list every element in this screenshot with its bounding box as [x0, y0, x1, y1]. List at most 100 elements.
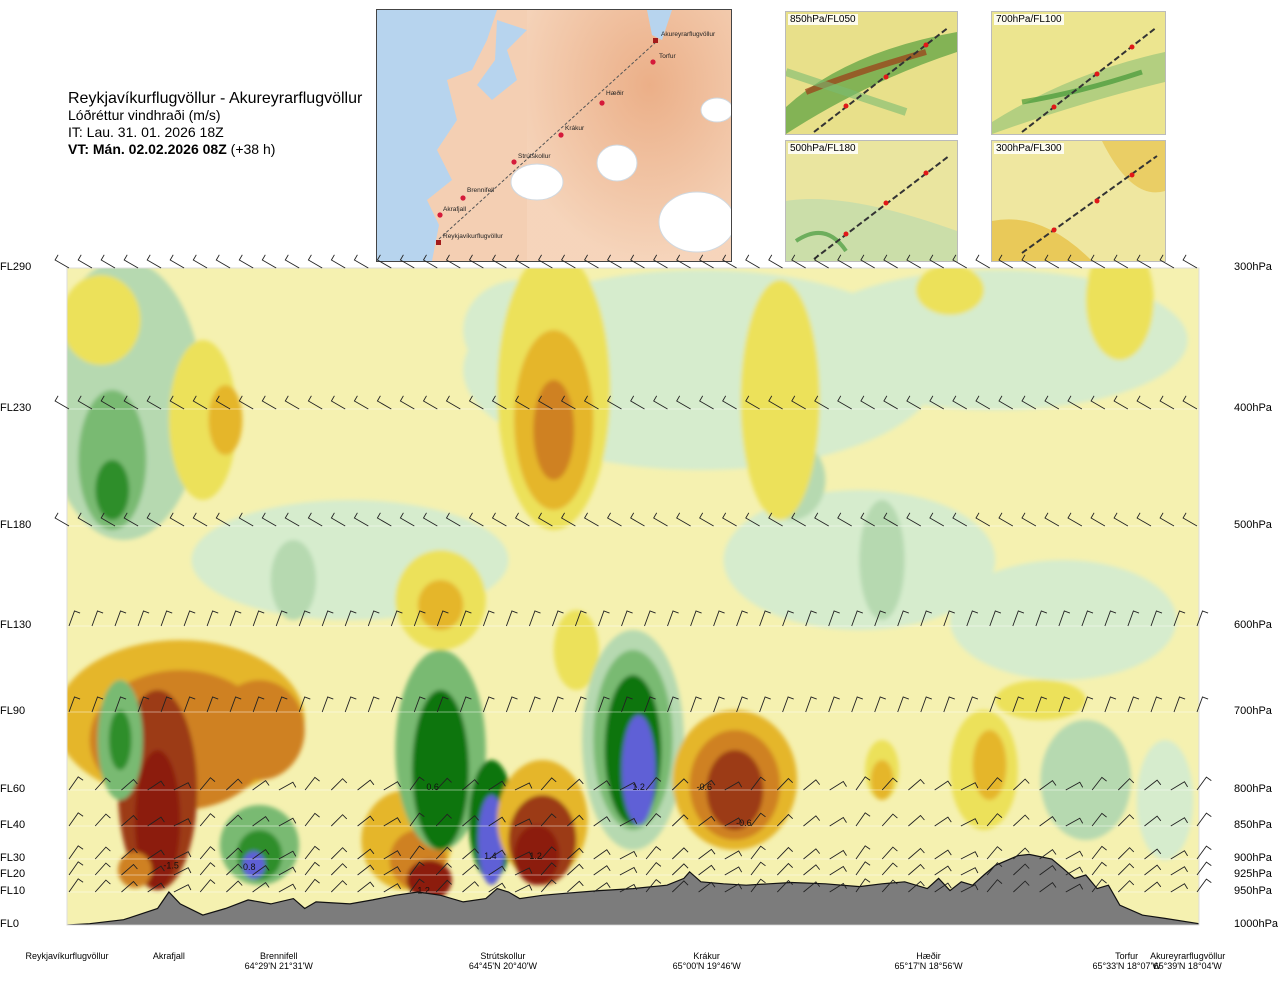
wind-barb: [1173, 610, 1186, 627]
wind-barb: [537, 395, 553, 410]
wind-barb: [998, 395, 1014, 410]
wind-barb: [943, 696, 955, 713]
wind-barb: [1012, 696, 1025, 713]
wind-barb: [173, 884, 192, 893]
wind-barb: [199, 879, 216, 893]
wind-barb: [307, 395, 323, 410]
wind-barb: [690, 610, 702, 627]
valid-time: VT: Mán. 02.02.2026 08Z: [68, 141, 227, 157]
inset-map-700: 700hPa/FL100: [991, 11, 1166, 135]
wind-barb: [482, 610, 495, 627]
field-contour: [553, 610, 600, 690]
contour-value-label: 1.2: [632, 782, 645, 792]
wind-barb: [491, 512, 507, 527]
wind-barb: [1039, 864, 1057, 876]
wind-barb: [488, 882, 506, 893]
map-label-reykjavik: Reykjavíkurflugvöllur: [443, 233, 504, 240]
wind-barb: [284, 254, 300, 269]
wind-barb: [468, 254, 484, 269]
wind-barb: [934, 849, 952, 860]
wind-barb: [1065, 883, 1084, 893]
wind-barb: [644, 696, 656, 713]
wind-barb: [881, 862, 898, 876]
wind-barb: [776, 846, 794, 860]
wind-barb: [330, 395, 346, 410]
wind-barb: [252, 881, 270, 893]
wind-barb: [1144, 848, 1162, 860]
wind-barb: [540, 862, 557, 876]
wind-barb: [353, 512, 369, 527]
wind-barb: [1013, 847, 1030, 860]
wind-barb: [169, 254, 185, 269]
wind-barb: [1150, 610, 1163, 627]
wind-barb: [874, 696, 886, 713]
wind-barb: [307, 254, 323, 269]
wind-barb: [966, 696, 979, 713]
wind-barb: [436, 610, 449, 627]
wind-barb: [897, 696, 909, 713]
wind-barb: [1013, 814, 1030, 827]
wind-barb: [1196, 878, 1212, 893]
wind-barb: [1159, 254, 1175, 269]
wind-barb: [960, 782, 979, 791]
wind-barb: [759, 696, 771, 713]
wind-barb: [409, 845, 425, 860]
wind-barb: [560, 254, 576, 269]
wind-barb: [330, 863, 348, 876]
pressure-level-label: 300hPa: [1234, 261, 1272, 273]
wind-barb: [829, 849, 847, 860]
wind-barb: [952, 254, 968, 269]
wind-barb: [630, 512, 645, 527]
wind-barb: [1091, 812, 1107, 827]
wind-barb: [1196, 776, 1212, 791]
inset-label-300: 300hPa/FL300: [994, 143, 1064, 154]
wind-barb: [68, 696, 81, 713]
wind-barb: [1117, 847, 1135, 860]
wind-barb: [330, 778, 348, 791]
wind-barb: [1065, 817, 1084, 827]
wind-barb: [68, 812, 84, 827]
valid-time-line: VT: Mán. 02.02.2026 08Z (+38 h): [68, 141, 362, 158]
wind-barb: [491, 254, 507, 269]
wind-barb: [699, 254, 714, 269]
wind-barb: [966, 610, 979, 627]
wind-barb: [169, 395, 185, 410]
wind-barb: [934, 816, 952, 827]
field-contour: [134, 750, 181, 890]
wind-barb: [353, 254, 369, 269]
wind-barb: [645, 861, 662, 876]
wind-barb: [1127, 696, 1140, 713]
wind-barb: [399, 512, 415, 527]
wind-barb: [1170, 883, 1188, 893]
wind-barb: [750, 878, 766, 893]
wind-barb: [750, 861, 766, 876]
wind-barb: [91, 696, 104, 713]
station-name: Torfur: [1115, 951, 1139, 961]
wind-barb: [583, 254, 599, 269]
wind-barb: [330, 847, 348, 860]
wind-barb: [1104, 610, 1117, 627]
pressure-level-label: 400hPa: [1234, 402, 1272, 414]
wind-barb: [998, 512, 1014, 527]
wind-barb: [929, 395, 945, 410]
field-contour: [859, 500, 905, 620]
wind-barb: [123, 254, 139, 269]
wind-barb: [768, 512, 783, 527]
wind-barb: [514, 782, 533, 791]
wind-barb: [304, 776, 320, 791]
wind-barb: [173, 818, 192, 827]
wind-barb: [261, 254, 277, 269]
wind-barb: [671, 880, 689, 893]
wind-barb: [986, 846, 1003, 860]
wind-barb: [699, 512, 714, 527]
wind-barb: [1104, 696, 1117, 713]
station-coord: 65°39'N 18°04'W: [1153, 961, 1222, 971]
wind-barb: [409, 878, 425, 893]
wind-barb: [304, 845, 320, 860]
wind-barb: [855, 861, 871, 876]
wind-barb: [986, 862, 1003, 876]
wind-barb: [724, 850, 743, 860]
wind-barb: [147, 780, 165, 791]
field-layer: [67, 268, 1199, 925]
